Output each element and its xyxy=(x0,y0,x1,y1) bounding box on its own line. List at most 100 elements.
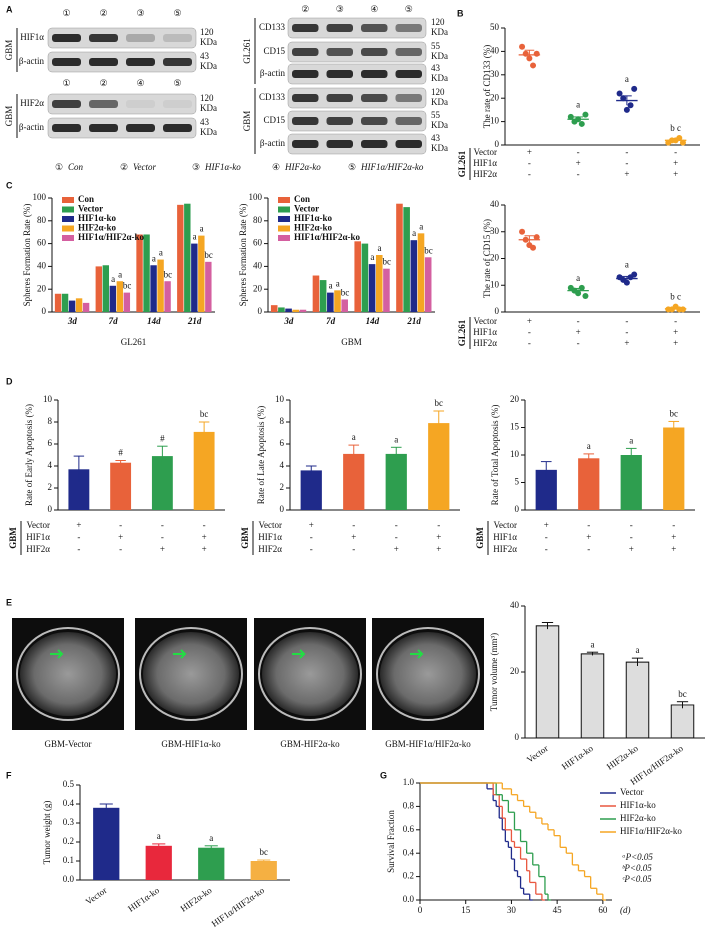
significance-label: # xyxy=(118,448,123,458)
condition-sign: + xyxy=(436,532,441,542)
bar xyxy=(82,302,90,312)
lane-number: ④ xyxy=(136,78,144,88)
condition-sign: + xyxy=(160,544,165,554)
condition-sign: + xyxy=(624,169,629,179)
y-tick-label: 40 xyxy=(490,199,500,209)
y-tick-label: 0.6 xyxy=(403,824,415,834)
legend-swatch xyxy=(278,206,290,213)
y-tick-label: 0.0 xyxy=(403,894,415,904)
x-tick-label: 7d xyxy=(326,316,336,326)
condition-sign: - xyxy=(77,532,80,542)
data-point xyxy=(578,120,585,127)
data-point xyxy=(582,111,589,118)
y-axis-label: Tumor weight (g) xyxy=(42,801,52,865)
bar xyxy=(116,281,124,312)
size-unit: KDa xyxy=(431,51,448,61)
condition-sign: + xyxy=(671,544,676,554)
y-tick-label: 0.4 xyxy=(403,847,415,857)
blot-band xyxy=(292,70,319,78)
blot-band xyxy=(361,117,388,125)
blot-band xyxy=(126,100,155,108)
significance-label: a xyxy=(576,100,580,110)
mri-arrow xyxy=(410,649,424,659)
protein-label: CD15 xyxy=(263,46,285,56)
data-point xyxy=(530,244,537,251)
legend-label: Vector xyxy=(620,787,644,797)
bar xyxy=(580,653,605,739)
blot-band xyxy=(395,140,422,148)
blot-strip xyxy=(287,41,427,63)
condition-name: HIF2α xyxy=(258,544,282,554)
condition-sign: + xyxy=(576,327,581,337)
lane-number: ② xyxy=(99,8,107,18)
x-tick-label: 21d xyxy=(406,316,421,326)
condition-sign: + xyxy=(673,338,678,348)
mri-brain xyxy=(380,632,476,716)
significance-label: b c xyxy=(670,292,681,302)
condition-sign: + xyxy=(436,544,441,554)
significance-label: a xyxy=(336,278,340,288)
condition-sign: + xyxy=(673,158,678,168)
blot-band xyxy=(361,70,388,78)
x-tick-label: 14d xyxy=(366,316,380,326)
x-tick-label: 30 xyxy=(507,905,517,915)
bar xyxy=(403,207,410,312)
bar xyxy=(663,427,685,510)
significance-label: a xyxy=(394,434,398,444)
lane-number: ② xyxy=(99,78,107,88)
blot-strip xyxy=(47,51,197,73)
y-tick-label: 0.4 xyxy=(63,798,75,808)
bar xyxy=(193,431,215,510)
condition-sign: + xyxy=(527,147,532,157)
y-axis-label: Spheres Formation Rate (%) xyxy=(238,204,248,307)
protein-label: HIF2α xyxy=(20,98,44,108)
y-tick-label: 0 xyxy=(495,306,500,316)
protein-label: β-actin xyxy=(260,68,286,78)
significance-label: bc xyxy=(260,847,269,857)
y-tick-label: 0 xyxy=(495,139,500,149)
bar xyxy=(361,243,369,312)
protein-label: CD133 xyxy=(259,92,286,102)
blot-band xyxy=(292,24,319,32)
legend-swatch xyxy=(62,235,74,241)
bar xyxy=(535,469,557,510)
condition-sign: - xyxy=(395,532,398,542)
blot-band xyxy=(395,48,422,56)
condition-sign: + xyxy=(576,158,581,168)
data-point xyxy=(627,102,634,109)
x-axis-label: GL261 xyxy=(121,337,147,347)
bar xyxy=(95,266,103,312)
significance-label: a xyxy=(152,253,156,263)
significance-label: a xyxy=(419,221,423,231)
legend-label: HIF1α-ko xyxy=(620,800,656,810)
blot-band xyxy=(326,94,353,102)
y-tick-label: 30 xyxy=(490,69,500,79)
lane-number: ⑤ xyxy=(405,4,413,14)
y-tick-label: 60 xyxy=(37,238,47,248)
lane-number: ① xyxy=(62,78,70,88)
condition-sign: + xyxy=(629,544,634,554)
significance-label: bc xyxy=(678,689,687,699)
blot-strip xyxy=(47,27,197,49)
significance-label: a xyxy=(625,74,629,84)
protein-label: CD15 xyxy=(263,115,285,125)
blot-band xyxy=(126,34,155,42)
condition-name: HIF2α xyxy=(473,169,497,179)
panel-label: E xyxy=(6,597,12,607)
condition-name: Vector xyxy=(474,147,498,157)
bar xyxy=(198,847,225,880)
y-axis-label: The rate of CD15 (%) xyxy=(482,219,492,298)
condition-name: HIF2α xyxy=(26,544,50,554)
bar xyxy=(191,243,198,312)
significance-label: # xyxy=(160,433,165,443)
y-tick-label: 10 xyxy=(490,116,500,126)
legend-label: HIF1α-ko xyxy=(78,213,117,223)
blot-band xyxy=(292,48,319,56)
bar xyxy=(343,453,365,510)
significance-label: a xyxy=(378,243,382,253)
blot-band xyxy=(292,117,319,125)
legend-swatch xyxy=(62,197,74,203)
condition-sign: - xyxy=(577,147,580,157)
blot-band xyxy=(326,140,353,148)
bar xyxy=(327,292,334,312)
